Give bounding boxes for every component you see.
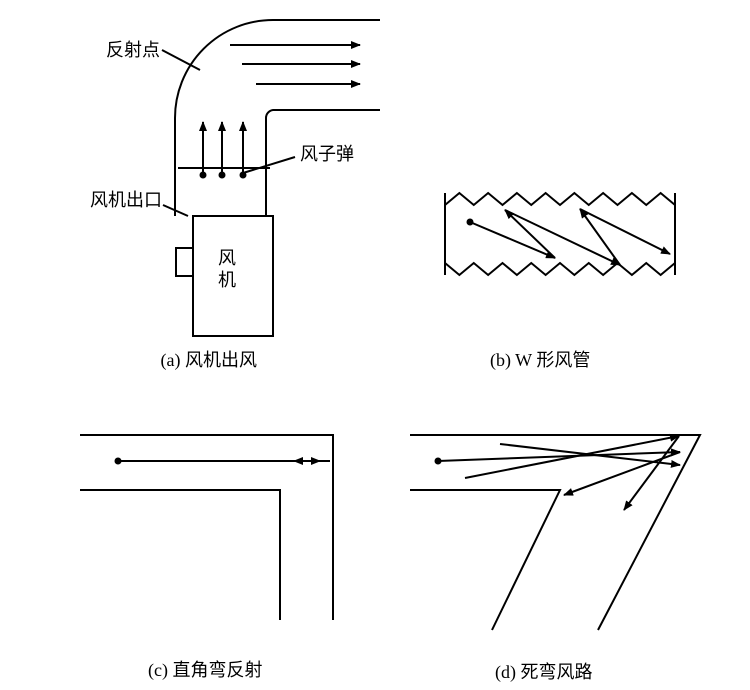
caption-a: (a) 风机出风 <box>161 346 257 372</box>
label-reflection-point: 反射点 <box>106 36 160 62</box>
caption-d: (d) 死弯风路 <box>495 658 593 684</box>
label-fan: 风 机 <box>218 248 236 291</box>
figure: 反射点 风子弹 风机出口 风 机 (a) 风机出风 (b) W 形风管 (c) … <box>0 0 750 690</box>
caption-c: (c) 直角弯反射 <box>148 656 262 682</box>
label-fan-outlet: 风机出口 <box>90 186 162 212</box>
caption-b: (b) W 形风管 <box>490 346 590 372</box>
diagram-svg <box>0 0 750 690</box>
label-wind-bullet: 风子弹 <box>300 140 354 166</box>
